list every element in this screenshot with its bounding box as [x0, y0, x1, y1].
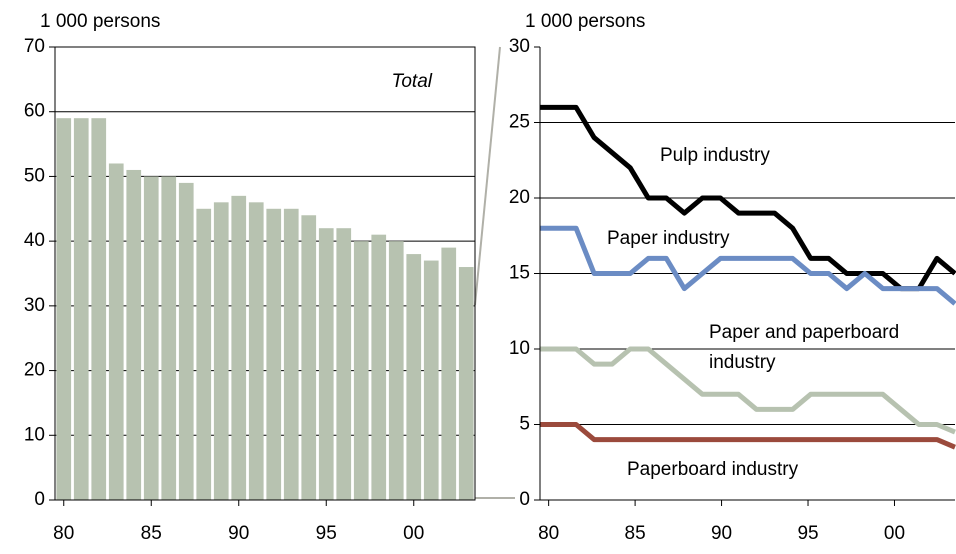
bar — [266, 208, 282, 501]
bar — [336, 228, 352, 500]
x-tick-label: 95 — [316, 523, 337, 544]
y-tick-label: 20 — [509, 187, 530, 208]
y-axis-label: 1 000 persons — [525, 11, 645, 32]
y-tick-label: 15 — [509, 263, 530, 284]
bar — [73, 118, 89, 500]
bar — [91, 118, 107, 500]
plot-frame — [54, 46, 476, 501]
line-series — [540, 422, 956, 450]
x-tick-label: 90 — [228, 523, 249, 544]
bar — [423, 260, 439, 500]
bar — [283, 208, 299, 501]
bar — [353, 241, 369, 500]
series-label: Paperboard industry — [627, 459, 799, 480]
bar — [126, 169, 142, 500]
y-tick-label: 60 — [24, 101, 45, 122]
bar — [441, 247, 457, 500]
bar — [161, 176, 177, 500]
x-tick-label: 90 — [711, 523, 732, 544]
bar — [371, 234, 387, 500]
series-label: Pulp industry — [660, 145, 770, 166]
line-series — [540, 346, 956, 435]
bar — [178, 182, 194, 500]
y-tick-label: 5 — [519, 414, 530, 435]
bar — [318, 228, 334, 500]
bar — [248, 202, 264, 501]
line-series — [540, 104, 956, 292]
y-tick-label: 70 — [24, 36, 45, 57]
x-tick-label: 80 — [53, 523, 74, 544]
bar — [458, 267, 474, 500]
bar — [196, 208, 212, 501]
bar — [231, 195, 247, 501]
y-tick-label: 50 — [24, 165, 45, 186]
x-tick-label: 85 — [625, 523, 646, 544]
x-tick-label: 00 — [403, 523, 424, 544]
y-tick-label: 10 — [509, 338, 530, 359]
bar — [406, 254, 422, 500]
bar — [301, 215, 317, 500]
bar — [388, 241, 404, 500]
y-tick-label: 30 — [509, 36, 530, 57]
bar — [108, 163, 124, 500]
x-tick-label: 95 — [797, 523, 818, 544]
connector — [474, 46, 501, 306]
y-tick-label: 30 — [24, 295, 45, 316]
y-tick-label: 10 — [24, 424, 45, 445]
y-tick-label: 0 — [34, 489, 45, 510]
series-label: Paper and paperboard industry — [709, 322, 899, 373]
bar — [56, 118, 72, 500]
y-tick-label: 20 — [24, 360, 45, 381]
y-tick-label: 0 — [519, 489, 530, 510]
y-tick-label: 25 — [509, 112, 530, 133]
y-tick-label: 40 — [24, 230, 45, 251]
annotation: Total — [392, 71, 433, 92]
line-series — [540, 225, 956, 306]
x-tick-label: 80 — [538, 523, 559, 544]
x-tick-label: 00 — [884, 523, 905, 544]
bar — [143, 176, 159, 500]
bar — [213, 202, 229, 501]
y-axis-label: 1 000 persons — [40, 11, 160, 32]
x-tick-label: 85 — [141, 523, 162, 544]
series-label: Paper industry — [607, 228, 730, 249]
